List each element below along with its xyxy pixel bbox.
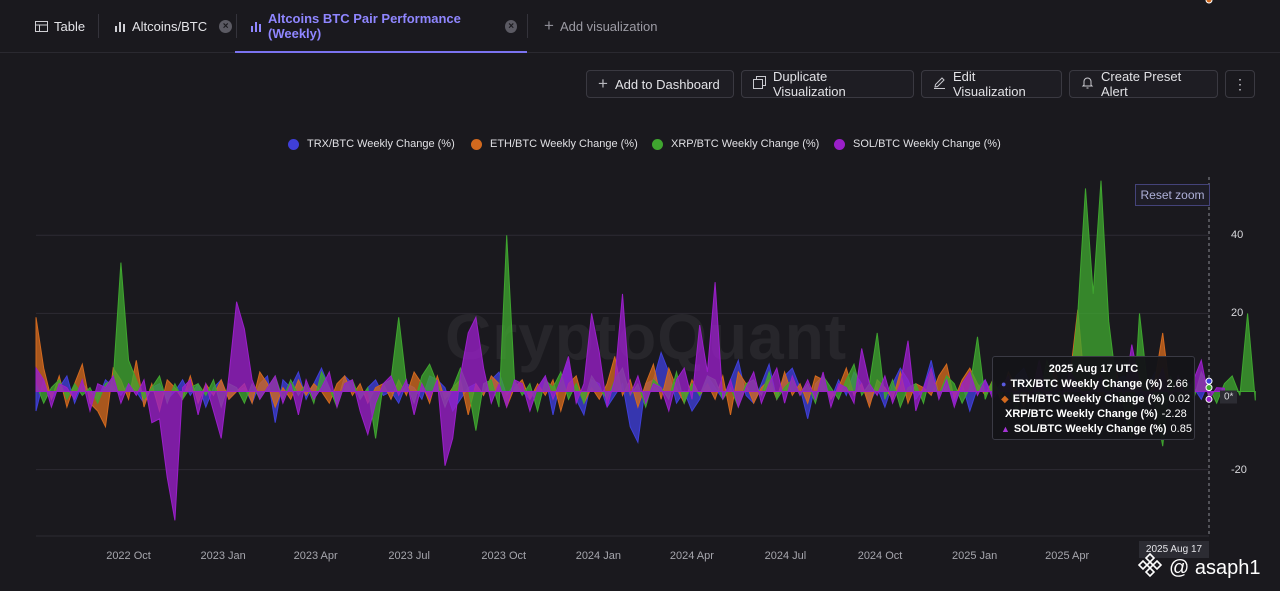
y-tick-label: 40 <box>1231 229 1244 242</box>
tab-divider <box>527 14 528 38</box>
tooltip-row-xrp: XRP/BTC Weekly Change (%) -2.28 <box>1001 407 1187 422</box>
edit-visualization-label: Edit Visualization <box>953 69 1026 99</box>
tooltip-date: 2025 Aug 17 UTC <box>1048 363 1139 375</box>
tab-altcoins-btc-label: Altcoins/BTC <box>132 18 208 34</box>
add-visualization-button[interactable]: + Add visualization <box>544 0 658 52</box>
user-watermark: @ asaph1 <box>1137 552 1260 584</box>
crosshair-point <box>1205 377 1213 385</box>
tab-pair-performance-label: Altcoins BTC Pair Performance (Weekly) <box>268 11 461 41</box>
crosshair-point <box>1205 395 1213 403</box>
reset-zoom-button[interactable]: Reset zoom <box>1135 184 1210 206</box>
tooltip-label: TRX/BTC Weekly Change (%) <box>1010 378 1163 390</box>
tooltip-label: SOL/BTC Weekly Change (%) <box>1013 423 1167 435</box>
legend-marker <box>652 138 663 150</box>
bar-chart-icon <box>250 20 262 32</box>
x-tick-label: 2023 Apr <box>293 550 338 562</box>
x-tick-label: 2024 Jan <box>575 550 621 562</box>
tooltip-label: ETH/BTC Weekly Change (%) <box>1012 393 1165 405</box>
tab-table-label: Table <box>54 18 86 34</box>
tooltip-value: 0.02 <box>1168 393 1191 405</box>
diamond-marker-icon: ◆ <box>1001 394 1009 405</box>
tab-altcoins-btc[interactable]: Altcoins/BTC × <box>114 0 233 52</box>
kebab-icon: ⋮ <box>1233 75 1247 92</box>
y-tick-label: -20 <box>1231 463 1247 476</box>
close-icon[interactable]: × <box>219 19 233 33</box>
crosshair-y-label: 0* <box>1220 390 1238 404</box>
legend-marker <box>288 138 299 150</box>
x-tick-label: 2024 Apr <box>669 550 714 562</box>
tooltip-row-eth: ◆ ETH/BTC Weekly Change (%) 0.02 <box>1001 392 1190 407</box>
add-visualization-label: Add visualization <box>559 18 658 34</box>
x-tick-label: 2024 Jul <box>764 550 807 562</box>
y-tick-label: 20 <box>1231 307 1244 320</box>
plus-icon: + <box>544 16 554 35</box>
crosshair-x-label: 2025 Aug 17 <box>1139 541 1209 558</box>
user-handle: @ asaph1 <box>1169 556 1261 579</box>
x-tick-label: 2023 Oct <box>481 550 527 562</box>
tooltip-value: 2.66 <box>1166 378 1188 390</box>
binance-icon <box>1137 552 1163 584</box>
edit-visualization-button[interactable]: Edit Visualization <box>921 69 1062 99</box>
crosshair-point <box>1205 384 1213 392</box>
duplicate-visualization-button[interactable]: Duplicate Visualization <box>741 69 914 99</box>
x-tick-label: 2023 Jul <box>388 550 430 562</box>
x-tick-label: 2022 Oct <box>106 550 151 562</box>
create-preset-alert-button[interactable]: Create Preset Alert <box>1069 69 1218 99</box>
tooltip-label: XRP/BTC Weekly Change (%) <box>1005 408 1158 420</box>
triangle-marker-icon: ▲ <box>1001 424 1010 434</box>
legend-marker <box>471 138 482 150</box>
circle-marker-icon: ● <box>1001 379 1007 389</box>
x-tick-label: 2025 Jan <box>951 550 998 562</box>
tab-bar: Table Altcoins/BTC × Altcoins BTC Pair P… <box>0 0 1280 53</box>
tab-divider <box>236 14 237 38</box>
x-tick-label: 2025 Apr <box>1045 550 1090 562</box>
tab-table[interactable]: Table <box>35 0 85 52</box>
legend-item-xrp[interactable]: XRP/BTC Weekly Change (%) <box>652 138 819 150</box>
add-to-dashboard-label: Add to Dashboard <box>614 76 720 92</box>
tooltip-row-trx: ● TRX/BTC Weekly Change (%) 2.66 <box>1001 377 1188 392</box>
x-tick-label: 2023 Jan <box>200 550 246 562</box>
crosshair-point <box>1205 0 1213 4</box>
duplicate-visualization-label: Duplicate Visualization <box>773 69 846 99</box>
add-to-dashboard-button[interactable]: + Add to Dashboard <box>586 70 734 98</box>
tab-divider <box>98 14 99 38</box>
create-preset-alert-label: Create Preset Alert <box>1101 69 1182 99</box>
x-tick-label: 2024 Oct <box>857 550 903 562</box>
more-options-button[interactable]: ⋮ <box>1225 70 1255 98</box>
table-icon <box>35 20 48 32</box>
bell-icon <box>1081 76 1094 92</box>
close-icon[interactable]: × <box>505 19 517 33</box>
legend-marker <box>834 138 845 150</box>
duplicate-icon <box>753 76 766 92</box>
tab-altcoins-btc-pair-performance[interactable]: Altcoins BTC Pair Performance (Weekly) × <box>235 0 527 53</box>
legend-label: XRP/BTC Weekly Change (%) <box>671 138 820 150</box>
legend-label: ETH/BTC Weekly Change (%) <box>490 138 638 150</box>
bar-chart-icon <box>114 20 126 32</box>
legend-item-eth[interactable]: ETH/BTC Weekly Change (%) <box>471 138 638 150</box>
legend-item-trx[interactable]: TRX/BTC Weekly Change (%) <box>288 138 455 150</box>
tooltip-value: -2.28 <box>1161 408 1187 420</box>
chart-tooltip: 2025 Aug 17 UTC ● TRX/BTC Weekly Change … <box>992 356 1195 440</box>
tooltip-value: 0.85 <box>1170 423 1192 435</box>
chart-overlay <box>1205 0 1213 536</box>
legend-label: TRX/BTC Weekly Change (%) <box>307 138 455 150</box>
chart-legend: TRX/BTC Weekly Change (%) ETH/BTC Weekly… <box>0 138 1280 156</box>
plus-icon: + <box>598 74 608 93</box>
tooltip-row-sol: ▲ SOL/BTC Weekly Change (%) 0.85 <box>1001 422 1192 437</box>
legend-item-sol[interactable]: SOL/BTC Weekly Change (%) <box>834 138 1001 150</box>
legend-label: SOL/BTC Weekly Change (%) <box>853 138 1001 150</box>
pencil-icon <box>933 76 946 92</box>
